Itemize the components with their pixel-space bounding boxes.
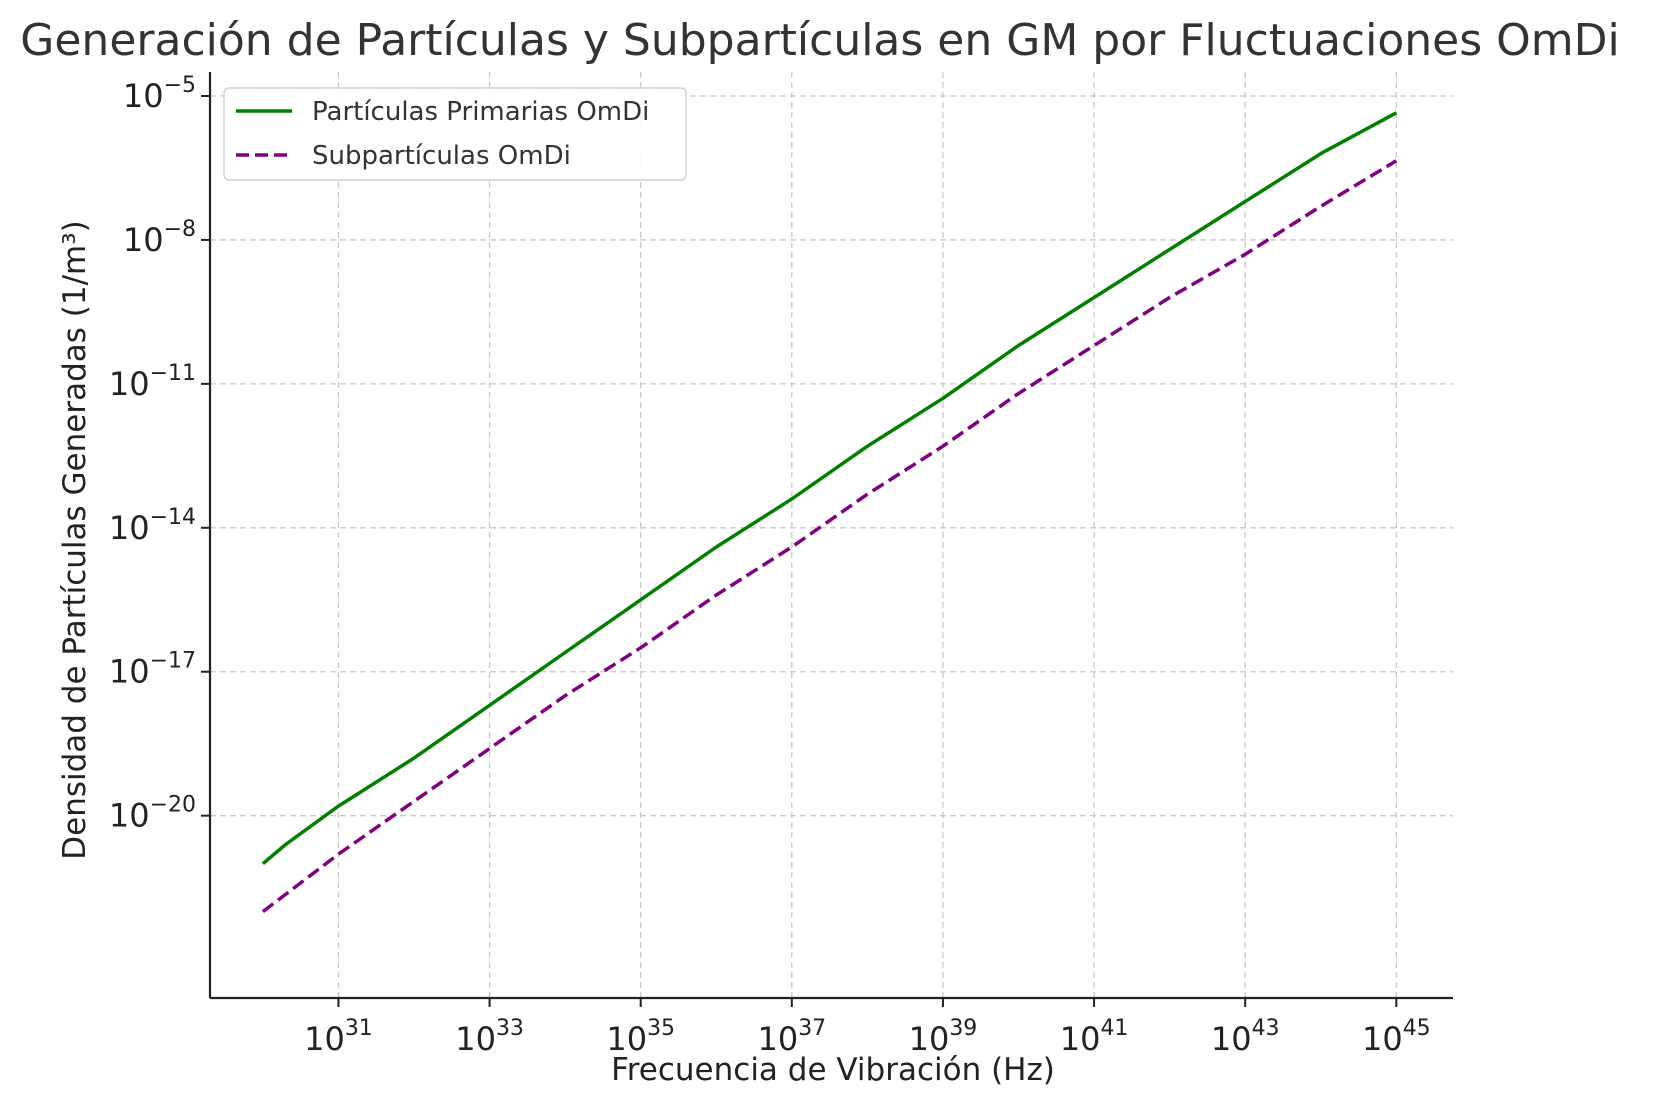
- x-axis-label: Frecuencia de Vibración (Hz): [611, 1052, 1055, 1088]
- y-tick-label: 10−5: [123, 73, 196, 115]
- y-tick-label: 10−14: [109, 505, 196, 547]
- legend-box: [223, 87, 687, 181]
- series-layer: [261, 111, 1398, 913]
- y-tick-label: 10−20: [109, 793, 196, 835]
- x-tick-label: 1045: [1362, 1016, 1431, 1058]
- axes-layer: 1031 1033 1035 1037 1039 1041 1043 1045 10−5 10−8…: [109, 72, 1453, 1058]
- x-tick-label: 1033: [455, 1016, 524, 1058]
- y-tick-label: 10−8: [123, 217, 196, 259]
- series-line-1: [261, 159, 1398, 913]
- series-line-0: [261, 111, 1398, 866]
- legend: Partículas Primarias OmDi Subpartículas O…: [223, 87, 687, 181]
- chart-title: Generación de Partículas y Subpartículas…: [20, 15, 1619, 66]
- x-tick-label: 1031: [304, 1016, 373, 1058]
- y-axis-label: Densidad de Partículas Generadas (1/m³): [57, 220, 93, 860]
- x-tick-label: 1035: [606, 1016, 675, 1058]
- x-tick-label: 1041: [1060, 1016, 1129, 1058]
- x-tick-label: 1043: [1211, 1016, 1280, 1058]
- legend-label-1: Subpartículas OmDi: [312, 141, 571, 171]
- y-tick-label: 10−11: [109, 361, 196, 403]
- y-tick-label: 10−17: [109, 649, 196, 691]
- x-tick-label: 1039: [909, 1016, 978, 1058]
- x-tick-label: 1037: [757, 1016, 826, 1058]
- grid-layer: [210, 72, 1453, 998]
- legend-label-0: Partículas Primarias OmDi: [312, 97, 649, 127]
